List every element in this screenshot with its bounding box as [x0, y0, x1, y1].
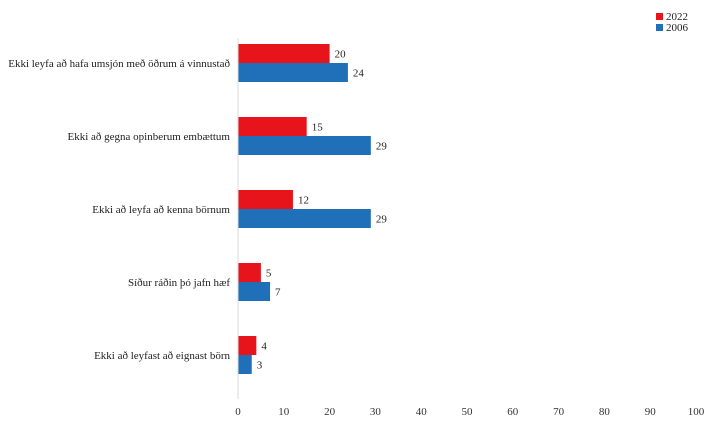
- data-label: 20: [335, 49, 347, 61]
- bar-2022: [238, 44, 330, 63]
- bar-2006: [238, 63, 348, 82]
- x-tick-label: 0: [235, 406, 241, 418]
- data-label: 7: [275, 287, 281, 299]
- x-tick-label: 80: [599, 406, 611, 418]
- bar-2022: [238, 117, 307, 136]
- x-tick-label: 40: [416, 406, 428, 418]
- bar-2006: [238, 355, 252, 374]
- bars: 20 24 15 29 12 29 57 4 3: [238, 44, 387, 374]
- data-label: 12: [298, 195, 309, 207]
- x-tick-label: 70: [553, 406, 565, 418]
- category-labels: Ekki leyfa að hafa umsjón með öðrum á vi…: [8, 58, 230, 362]
- data-label: 29: [376, 141, 388, 153]
- x-tick-label: 10: [278, 406, 290, 418]
- category-label: Ekki að leyfa að kenna börnum: [92, 204, 230, 216]
- x-tick-label: 20: [324, 406, 336, 418]
- bar-2022: [238, 190, 293, 209]
- bar-2006: [238, 282, 271, 301]
- x-tick-label: 60: [507, 406, 519, 418]
- x-tick-label: 100: [688, 406, 705, 418]
- legend-swatch: [656, 13, 663, 20]
- data-label: 5: [266, 268, 272, 280]
- legend-label: 2022: [666, 11, 688, 23]
- data-label: 3: [257, 360, 263, 372]
- data-label: 29: [376, 214, 388, 226]
- x-tick-label: 90: [645, 406, 657, 418]
- category-label: Ekki að leyfast að eignast börn: [94, 350, 230, 362]
- data-label: 15: [312, 122, 324, 134]
- legend-label: 2006: [666, 22, 689, 34]
- x-tick-label: 50: [462, 406, 474, 418]
- bar-2022: [238, 336, 257, 355]
- category-label: Ekki að gegna opinberum embættum: [67, 131, 230, 143]
- bar-2006: [238, 136, 371, 155]
- bar-2022: [238, 263, 261, 282]
- data-label: 4: [261, 341, 267, 353]
- x-tick-label: 30: [370, 406, 382, 418]
- category-label: Síður ráðin þó jafn hæf: [128, 277, 230, 289]
- bar-2006: [238, 209, 371, 228]
- category-label: Ekki leyfa að hafa umsjón með öðrum á vi…: [8, 58, 230, 70]
- legend-swatch: [656, 24, 663, 31]
- data-label: 24: [353, 68, 365, 80]
- x-axis: 0 10 20 30 40 50 60 70 80 90 100: [235, 38, 705, 418]
